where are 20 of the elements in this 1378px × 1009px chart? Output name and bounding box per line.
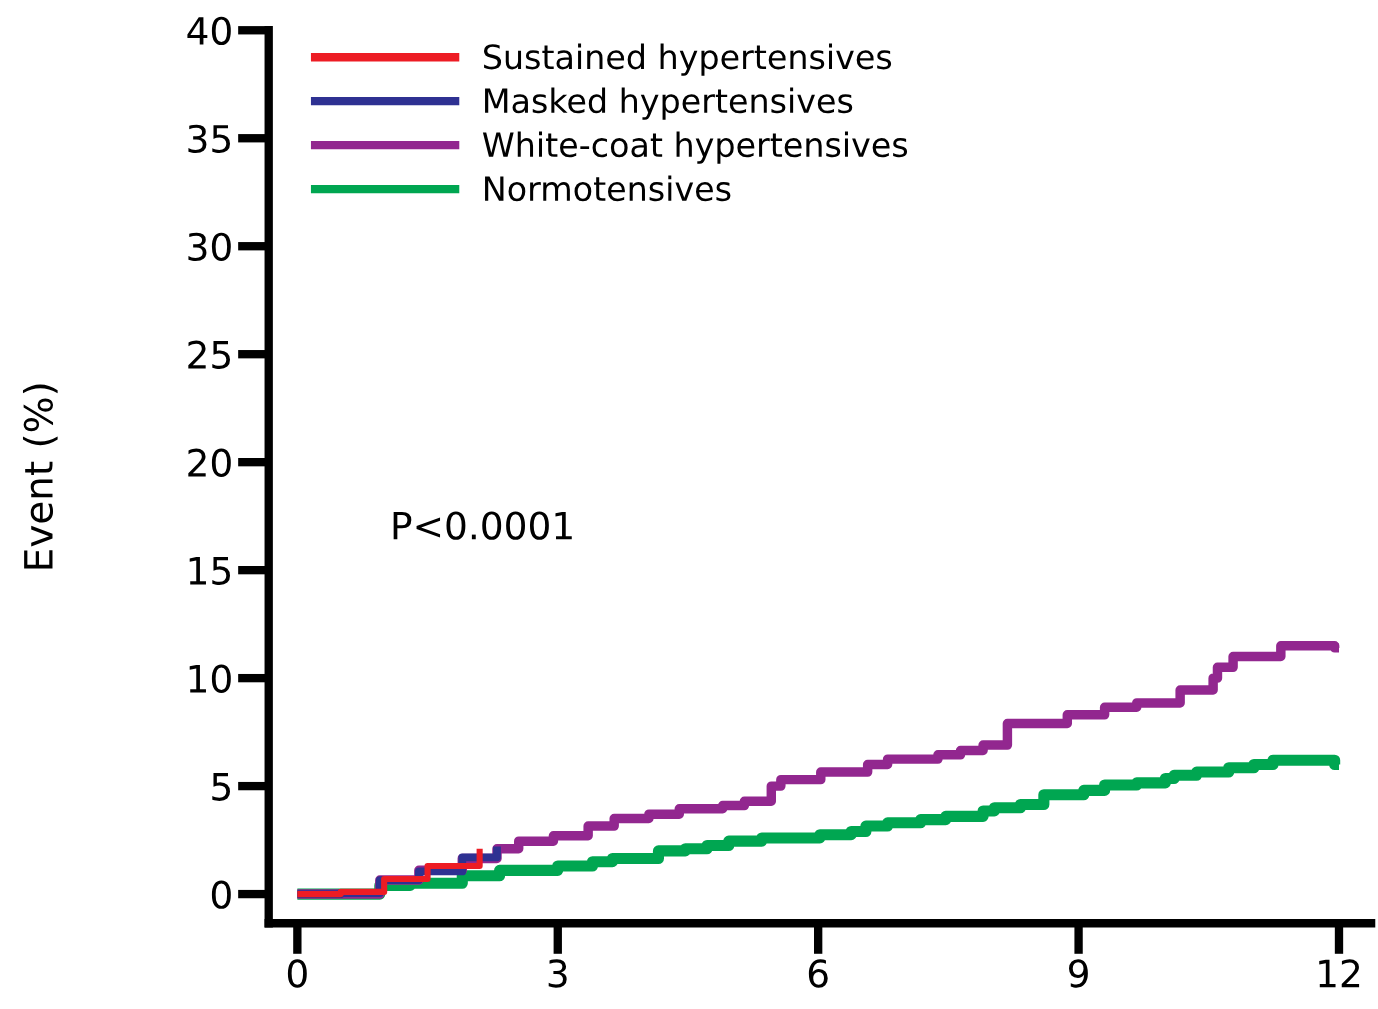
legend-label: White-coat hypertensives [482,131,908,164]
legend-label: Normotensives [485,175,731,202]
x-tick-label: 9 [1069,959,1088,988]
y-axis-title: Event (%) [22,384,58,569]
x-tick-label: 0 [287,959,307,988]
legend-label: Sustained hypertensives [483,43,892,76]
x-tick-label: 12 [1319,959,1360,988]
annotation: P<0.0001 [393,511,572,540]
y-tick-label: 25 [188,340,231,369]
y-tick-label: 10 [189,664,231,693]
x-tick-label: 3 [548,959,567,988]
y-tick-label: 40 [187,16,231,46]
y-tick-label: 15 [189,557,231,585]
x-tick-label: 6 [808,959,828,988]
y-tick-label: 5 [212,773,231,801]
y-tick-label: 35 [188,124,231,154]
y-tick-label: 30 [188,232,231,261]
y-tick-label: 20 [188,448,231,477]
y-tick-label: 0 [211,880,231,909]
legend-label: Masked hypertensives [485,87,853,120]
